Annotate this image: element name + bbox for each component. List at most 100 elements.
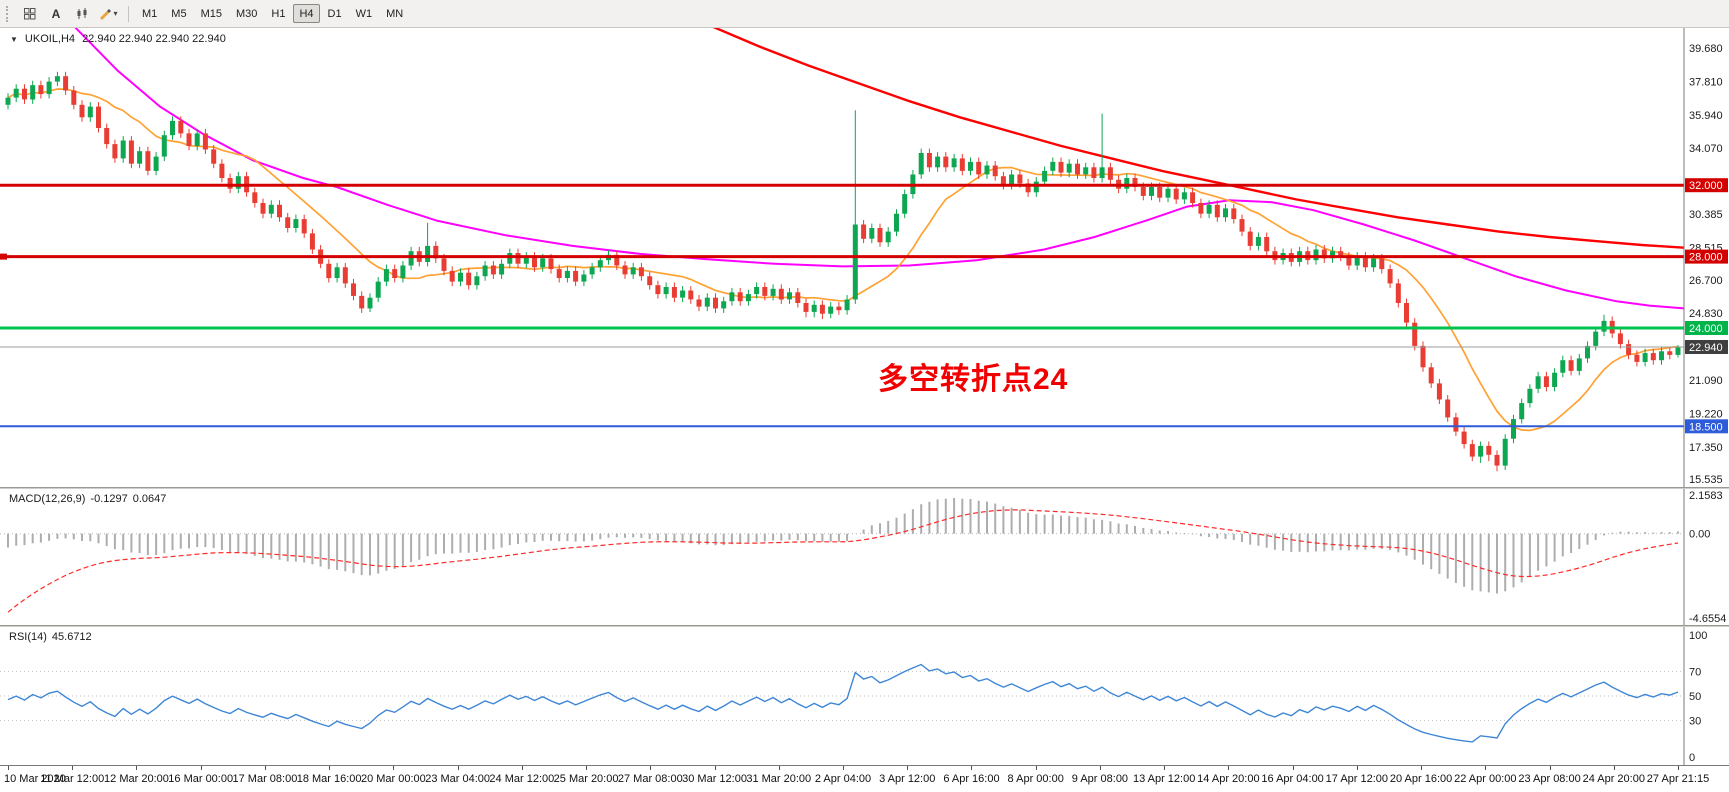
time-axis-tick <box>1164 766 1166 770</box>
timeframe-button-d1[interactable]: D1 <box>327 7 342 20</box>
time-axis-tick <box>200 766 202 770</box>
macd-panel-canvas[interactable]: 2.1583 0.00 -4.6554 <box>0 489 1729 625</box>
main-chart-canvas[interactable]: 39.68037.81035.94034.07030.38528.51526.7… <box>0 28 1729 487</box>
time-axis-tick <box>329 766 331 770</box>
time-axis-tick <box>72 766 74 770</box>
ma-red-line <box>712 28 1684 249</box>
dropdown-caret-icon: ▾ <box>113 9 118 18</box>
toolbar-separator <box>128 5 129 22</box>
rsi-panel-canvas[interactable]: 100 70 50 30 0 <box>0 627 1729 765</box>
timeframe-button-h4[interactable]: H4 <box>293 4 320 23</box>
time-axis-tick <box>457 766 459 770</box>
macd-histogram <box>7 497 1679 594</box>
time-axis-tick <box>393 766 395 770</box>
rsi-value: 45.6712 <box>51 631 92 643</box>
svg-text:22.940: 22.940 <box>1689 342 1723 354</box>
time-label: 3 Apr 12:00 <box>879 773 936 785</box>
time-label: 2 Apr 04:00 <box>814 773 872 785</box>
timeframe-button-m1[interactable]: M1 <box>142 7 158 20</box>
panel-divider-macd[interactable] <box>0 487 1729 489</box>
time-axis-tick <box>1549 766 1551 770</box>
svg-text:30.385: 30.385 <box>1689 209 1723 221</box>
time-axis-tick <box>1228 766 1230 770</box>
time-axis-tick <box>586 766 588 770</box>
time-label: 6 Apr 16:00 <box>943 773 1000 785</box>
chart-annotation-text[interactable]: 多空转折点24 <box>878 363 1069 396</box>
time-label: 20 Apr 16:00 <box>1389 773 1453 785</box>
svg-text:26.700: 26.700 <box>1689 275 1723 287</box>
time-axis[interactable]: 10 Mar 2020 11 Mar 12:00 12 Mar 20:00 16 Ma… <box>0 765 1729 792</box>
svg-text:19.220: 19.220 <box>1689 408 1723 420</box>
time-label: 27 Apr 21:15 <box>1646 773 1710 785</box>
toolbar: A ▾ M1 M5 M15 M30 H1 H4 D1 W1 MN <box>0 0 1729 28</box>
svg-text:100: 100 <box>1689 630 1707 642</box>
level-anchor-marker[interactable] <box>0 253 7 260</box>
time-axis-tick <box>1356 766 1358 770</box>
time-axis-tick <box>778 766 780 770</box>
timeframe-button-m15[interactable]: M15 <box>200 7 222 20</box>
svg-text:50: 50 <box>1689 691 1701 703</box>
time-label: 8 Apr 00:00 <box>1007 773 1064 785</box>
svg-text:0.00: 0.00 <box>1689 529 1710 541</box>
symbol-period-label: UKOIL,H4 <box>24 33 76 45</box>
toolbar-drag-grip[interactable] <box>6 5 11 22</box>
time-label: 12 Mar 20:00 <box>104 773 169 785</box>
time-axis-tick <box>1292 766 1294 770</box>
price-scale[interactable]: 39.68037.81035.94034.07030.38528.51526.7… <box>1683 28 1729 487</box>
svg-text:32.000: 32.000 <box>1689 180 1723 192</box>
timeframe-button-w1[interactable]: W1 <box>355 7 373 20</box>
svg-text:34.070: 34.070 <box>1689 143 1723 155</box>
svg-text:17.350: 17.350 <box>1689 442 1723 454</box>
time-axis-tick <box>1613 766 1615 770</box>
time-label: 18 Mar 16:00 <box>296 773 362 785</box>
grid-icon[interactable] <box>18 4 42 24</box>
time-label: 16 Mar 00:00 <box>168 773 234 785</box>
svg-text:28.000: 28.000 <box>1689 252 1723 264</box>
rsi-line <box>7 663 1679 743</box>
timeframe-button-h1[interactable]: H1 <box>271 7 286 20</box>
time-axis-tick <box>521 766 523 770</box>
ma-magenta-line <box>74 28 1684 310</box>
time-label: 31 Mar 20:00 <box>746 773 812 785</box>
svg-text:30: 30 <box>1689 715 1701 727</box>
panel-divider-rsi[interactable] <box>0 625 1729 627</box>
chart-title: ▼ UKOIL,H4 22.940 22.940 22.940 22.940 <box>10 33 226 45</box>
chart-type-icon[interactable] <box>70 4 94 24</box>
time-axis-tick <box>843 766 844 770</box>
timeframe-button-m5[interactable]: M5 <box>171 7 187 20</box>
time-axis-tick <box>264 766 266 770</box>
time-label: 20 Mar 00:00 <box>360 773 426 785</box>
time-label: 30 Mar 12:00 <box>682 773 747 785</box>
time-axis-tick <box>971 766 973 770</box>
time-label: 22 Apr 00:00 <box>1454 773 1517 785</box>
svg-text:15.535: 15.535 <box>1689 474 1723 486</box>
svg-text:39.680: 39.680 <box>1689 43 1723 55</box>
svg-text:2.1583: 2.1583 <box>1689 490 1723 502</box>
macd-value-signal: 0.0647 <box>132 493 167 505</box>
time-axis-tick <box>1421 766 1423 770</box>
cursor-tool-icon[interactable]: A <box>51 6 61 21</box>
timeframe-button-m30[interactable]: M30 <box>235 7 258 20</box>
time-axis-tick <box>1035 766 1037 770</box>
time-label: 17 Mar 08:00 <box>232 773 298 785</box>
rsi-name: RSI(14) <box>9 631 47 643</box>
macd-value-main: -0.1297 <box>90 493 128 505</box>
time-axis-tick <box>714 766 716 770</box>
ohlc-values: 22.940 22.940 22.940 22.940 <box>82 33 226 45</box>
svg-text:0: 0 <box>1689 752 1695 764</box>
time-label: 27 Mar 08:00 <box>617 773 683 785</box>
svg-text:18.500: 18.500 <box>1689 421 1723 433</box>
time-axis-tick <box>1678 766 1679 770</box>
time-label: 24 Mar 12:00 <box>489 773 555 785</box>
time-label: 14 Apr 20:00 <box>1197 773 1260 785</box>
time-label: 11 Mar 12:00 <box>40 773 105 785</box>
macd-name: MACD(12,26,9) <box>9 493 86 505</box>
timeframe-group: M1 M5 M15 M30 H1 H4 D1 W1 MN <box>136 4 409 23</box>
time-axis-tick <box>8 766 9 770</box>
color-pen-icon[interactable]: ▾ <box>96 4 120 24</box>
time-label: 23 Mar 04:00 <box>425 773 491 785</box>
rsi-label: RSI(14) 45.6712 <box>9 631 92 643</box>
collapse-triangle-icon[interactable]: ▼ <box>10 34 18 44</box>
timeframe-button-mn[interactable]: MN <box>386 7 404 20</box>
